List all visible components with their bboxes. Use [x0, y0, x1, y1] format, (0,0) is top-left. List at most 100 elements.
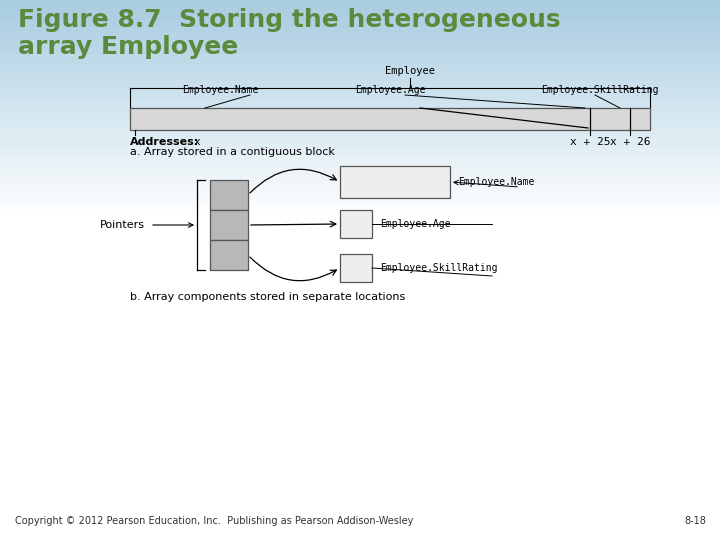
Bar — [0, 452, 720, 459]
Bar — [0, 182, 720, 189]
Bar — [0, 128, 720, 135]
Bar — [0, 479, 720, 486]
Bar — [0, 465, 720, 472]
Bar — [0, 269, 720, 276]
Text: b. Array components stored in separate locations: b. Array components stored in separate l… — [130, 292, 405, 302]
Text: Employee.Age: Employee.Age — [355, 85, 426, 95]
Text: Employee: Employee — [385, 66, 435, 76]
Bar — [0, 485, 720, 492]
Bar — [0, 6, 720, 14]
Bar — [0, 229, 720, 237]
Bar — [0, 425, 720, 432]
Bar — [0, 499, 720, 507]
Bar — [0, 371, 720, 378]
Text: x + 25: x + 25 — [570, 137, 611, 147]
Bar — [0, 296, 720, 303]
Bar — [0, 290, 720, 297]
Bar — [0, 276, 720, 284]
Bar — [0, 533, 720, 540]
Bar — [0, 148, 720, 156]
Text: 8-18: 8-18 — [684, 516, 706, 526]
Bar — [0, 195, 720, 202]
Bar — [210, 240, 248, 270]
Text: x + 26: x + 26 — [610, 137, 650, 147]
Text: Pointers: Pointers — [100, 220, 145, 230]
Bar — [0, 80, 720, 87]
Bar — [0, 209, 720, 216]
Bar — [0, 404, 720, 411]
Bar — [0, 526, 720, 534]
Bar — [0, 492, 720, 500]
Bar — [0, 256, 720, 263]
Bar — [0, 263, 720, 270]
Bar — [0, 101, 720, 108]
Text: array Employee: array Employee — [18, 35, 238, 59]
Bar — [0, 350, 720, 357]
Bar — [0, 418, 720, 426]
FancyArrowPatch shape — [250, 169, 336, 193]
Bar — [0, 33, 720, 40]
Text: x: x — [194, 137, 201, 147]
Bar — [0, 121, 720, 128]
Bar — [210, 210, 248, 240]
Bar — [0, 141, 720, 149]
Bar — [0, 337, 720, 345]
Text: Employee.Name: Employee.Name — [458, 177, 534, 187]
Bar — [0, 330, 720, 338]
Bar — [0, 60, 720, 68]
Bar — [130, 108, 650, 130]
Bar — [0, 74, 720, 81]
Bar — [0, 377, 720, 384]
Bar — [0, 40, 720, 47]
Text: Employee.SkillRating: Employee.SkillRating — [380, 263, 498, 273]
Bar — [0, 317, 720, 324]
Bar — [0, 310, 720, 317]
Bar — [0, 472, 720, 480]
FancyArrowPatch shape — [251, 221, 336, 227]
Bar — [0, 445, 720, 453]
Bar — [210, 180, 248, 210]
Bar — [0, 168, 720, 176]
Bar — [0, 202, 720, 209]
Text: Employee.Name: Employee.Name — [182, 85, 258, 95]
Text: Addresses:: Addresses: — [130, 137, 199, 147]
Bar — [0, 53, 720, 60]
Bar — [340, 254, 372, 282]
Bar — [0, 323, 720, 330]
Bar — [0, 344, 720, 351]
Bar — [0, 47, 720, 54]
Bar — [0, 20, 720, 27]
Bar — [0, 107, 720, 115]
Bar — [0, 512, 720, 519]
Text: Figure 8.7  Storing the heterogeneous: Figure 8.7 Storing the heterogeneous — [18, 8, 561, 32]
Bar — [0, 438, 720, 445]
Text: Employee.SkillRating: Employee.SkillRating — [541, 85, 659, 95]
Bar — [0, 411, 720, 418]
Bar — [0, 506, 720, 513]
Bar — [340, 166, 450, 198]
Bar — [0, 161, 720, 168]
Bar — [0, 222, 720, 230]
Bar — [0, 519, 720, 526]
Bar — [0, 215, 720, 222]
Bar — [0, 188, 720, 195]
Bar — [0, 303, 720, 310]
Bar — [0, 398, 720, 405]
Bar — [0, 67, 720, 74]
Bar — [0, 87, 720, 94]
Bar — [0, 236, 720, 243]
Bar — [0, 431, 720, 438]
Bar — [0, 458, 720, 465]
Text: Copyright © 2012 Pearson Education, Inc.  Publishing as Pearson Addison-Wesley: Copyright © 2012 Pearson Education, Inc.… — [15, 516, 413, 526]
Bar — [0, 13, 720, 20]
Bar — [0, 175, 720, 183]
Bar — [0, 391, 720, 399]
Bar — [0, 114, 720, 122]
Bar — [0, 134, 720, 141]
Bar — [0, 242, 720, 249]
Bar — [0, 249, 720, 256]
Bar — [0, 357, 720, 364]
Text: Employee.Age: Employee.Age — [380, 219, 451, 229]
FancyArrowPatch shape — [250, 257, 336, 281]
Bar — [0, 364, 720, 372]
